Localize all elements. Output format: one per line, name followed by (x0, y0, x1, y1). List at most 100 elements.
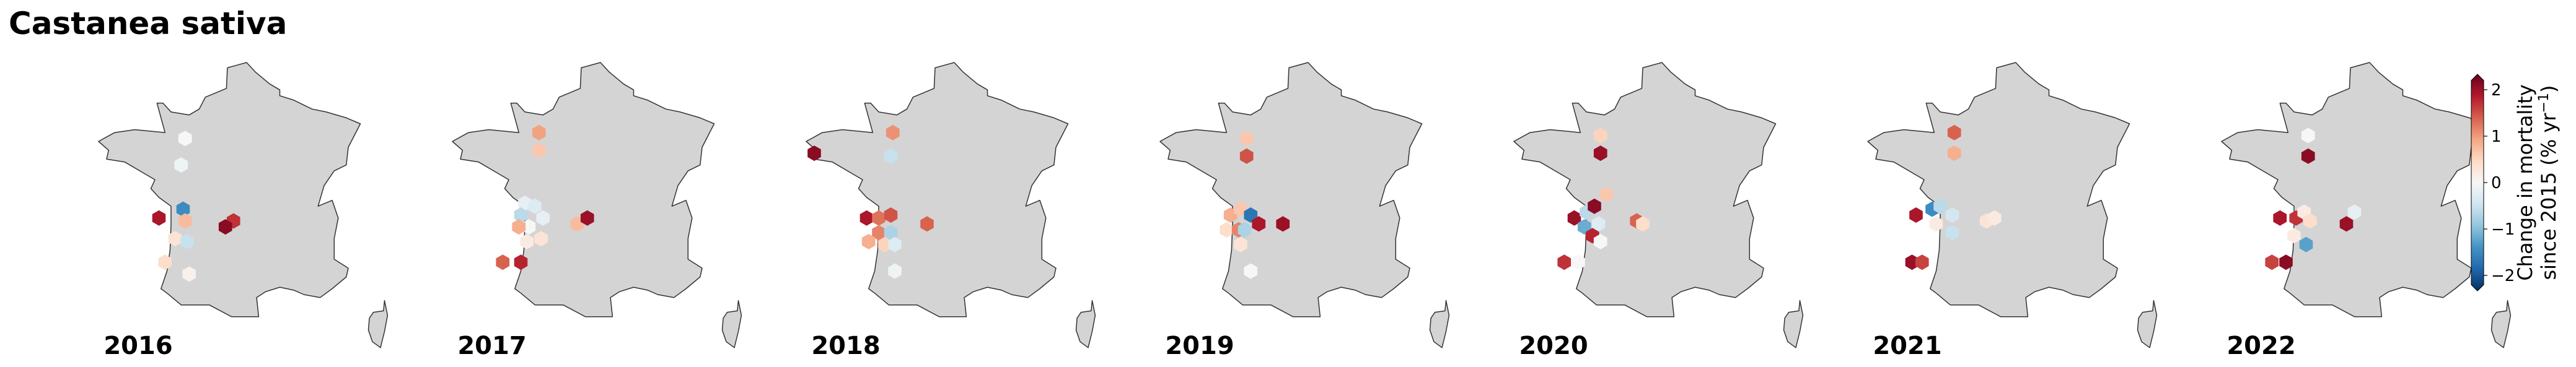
hex-cell-2022-7 (2299, 236, 2313, 253)
hex-cell-2018-6 (872, 225, 886, 241)
colorbar-tick-label: 2 (2491, 81, 2502, 100)
year-label: 2021 (1873, 332, 1942, 360)
france-mainland-shape (98, 62, 361, 317)
hex-cell-2020-1 (1593, 145, 1607, 162)
france-mainland-shape (806, 62, 1069, 317)
hex-cell-2019-6 (1220, 222, 1234, 238)
hex-cell-2018-0 (807, 145, 821, 162)
hex-cell-2020-13 (1572, 254, 1585, 270)
hex-cell-2016-9 (158, 254, 172, 270)
corsica-shape (367, 300, 389, 348)
hex-cell-2019-5 (1252, 216, 1266, 232)
hex-cell-2022-9 (2347, 204, 2362, 220)
hex-cell-2020-12 (1557, 254, 1572, 270)
colorbar-label-units: since 2015 (% yr (2537, 113, 2561, 280)
colorbar-tick-label: −1 (2491, 220, 2515, 239)
hex-cell-2017-0 (532, 124, 546, 140)
colorbar-tick-label: −2 (2491, 267, 2515, 285)
hex-cell-2022-10 (2265, 254, 2279, 270)
colorbar-label-line2: since 2015 (% yr−1) (2536, 85, 2561, 280)
hex-cell-2021-1 (1947, 145, 1961, 162)
hex-cell-2016-2 (152, 210, 166, 226)
hex-cell-2016-4 (178, 213, 192, 229)
colorbar-label: Change in mortality since 2015 (% yr−1) (2513, 84, 2561, 280)
hex-cell-2017-8 (534, 231, 548, 247)
hex-cell-2016-8 (218, 219, 232, 235)
hex-cell-2022-2 (2273, 210, 2287, 226)
france-map (1159, 62, 1450, 348)
hex-cell-2022-1 (2301, 148, 2315, 164)
hex-cell-2018-12 (888, 263, 902, 279)
hex-cell-2020-5 (1588, 198, 1601, 214)
hex-cell-2018-7 (884, 225, 898, 241)
hex-cell-2021-4 (1933, 198, 1947, 214)
corsica-shape (1429, 300, 1450, 348)
colorbar-label-close: ) (2537, 85, 2561, 93)
corsica-shape (1075, 300, 1096, 348)
hex-cell-2021-10 (1905, 254, 1919, 270)
colorbar-tick-label: 0 (2491, 174, 2502, 192)
france-map (1867, 62, 2158, 348)
france-map (2221, 62, 2512, 348)
hex-cell-2017-7 (512, 219, 526, 235)
hex-cell-2019-9 (1234, 236, 1247, 253)
hex-cell-2017-1 (532, 142, 546, 158)
corsica-shape (2490, 300, 2512, 348)
hex-cell-2018-9 (877, 236, 892, 253)
hex-cell-2018-10 (888, 236, 902, 253)
hex-cell-2019-2 (1223, 207, 1237, 223)
hex-cell-2020-0 (1593, 127, 1607, 144)
page-title: Castanea sativa (9, 6, 288, 41)
hex-cell-2016-3 (176, 201, 190, 217)
hex-cell-2019-0 (1239, 131, 1254, 147)
france-map (1513, 62, 1804, 348)
hex-cell-2022-0 (2301, 127, 2315, 144)
hex-cell-2021-7 (1945, 225, 1959, 241)
map-panel-2022: 2022 (2128, 57, 2512, 360)
hex-cell-2017-5 (536, 210, 550, 226)
year-label: 2017 (457, 332, 527, 360)
hex-cell-2020-7 (1591, 216, 1606, 232)
france-map (98, 62, 389, 348)
map-panel-2016: 2016 (5, 57, 389, 360)
colorbar: 2 1 0 −1 −2 Change in mortality since 2015 (% … (2466, 74, 2576, 309)
hex-cell-2017-12 (496, 254, 510, 270)
hex-cell-2022-5 (2303, 213, 2317, 229)
year-label: 2019 (1165, 332, 1234, 360)
hex-cell-2018-2 (884, 148, 898, 164)
hex-cell-2021-5 (1945, 207, 1959, 223)
year-label: 2020 (1519, 332, 1588, 360)
hex-cell-2019-11 (1244, 263, 1258, 279)
hex-cell-2017-13 (514, 254, 528, 270)
colorbar-label-line1: Change in mortality (2513, 84, 2537, 280)
map-panel-2018: 2018 (713, 57, 1096, 360)
year-label: 2018 (811, 332, 881, 360)
france-mainland-shape (1159, 62, 1423, 317)
colorbar-gradient (2471, 74, 2484, 291)
colorbar-tick-label: 1 (2491, 127, 2502, 146)
france-mainland-shape (1513, 62, 1777, 317)
hex-cell-2020-3 (1567, 210, 1581, 226)
hex-cell-2017-11 (580, 210, 594, 226)
corsica-shape (1783, 300, 1804, 348)
year-label: 2022 (2227, 332, 2296, 360)
hex-cell-2018-3 (859, 210, 874, 226)
hex-cell-2019-1 (1239, 148, 1254, 164)
france-mainland-shape (452, 62, 715, 317)
hex-cell-2020-9 (1593, 233, 1607, 249)
hex-cell-2016-0 (178, 131, 192, 147)
hex-cell-2017-3 (528, 198, 542, 214)
france-mainland-shape (1867, 62, 2130, 317)
map-panel-2021: 2021 (1774, 57, 2158, 360)
hex-cell-2016-10 (182, 266, 196, 282)
map-panel-2019: 2019 (1066, 57, 1450, 360)
hex-cell-2016-5 (168, 231, 182, 247)
hex-cell-2020-2 (1599, 186, 1614, 202)
hex-cell-2021-0 (1947, 124, 1961, 140)
hex-cell-2019-8 (1237, 222, 1252, 238)
map-panel-2020: 2020 (1420, 57, 1804, 360)
hex-cell-2018-8 (861, 233, 876, 249)
hex-cell-2021-9 (1987, 210, 2002, 226)
hex-cell-2017-9 (520, 233, 534, 249)
